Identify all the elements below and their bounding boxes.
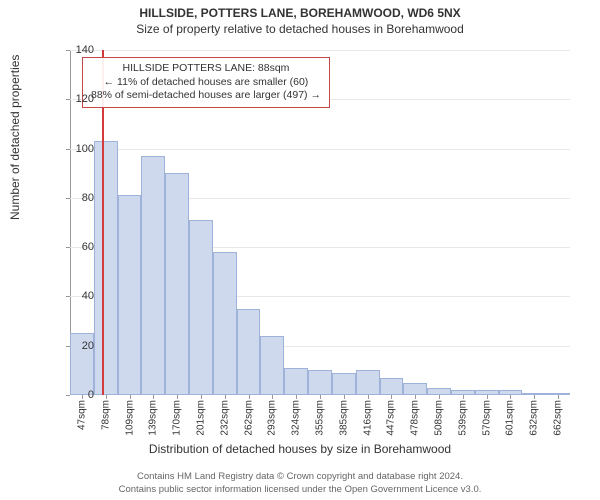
y-tick-label: 80 bbox=[54, 192, 94, 204]
y-tick-label: 140 bbox=[54, 44, 94, 56]
x-tick-label: 47sqm bbox=[76, 400, 87, 430]
x-tick-label: 662sqm bbox=[553, 400, 564, 436]
y-tick-label: 0 bbox=[54, 389, 94, 401]
x-tick-mark bbox=[177, 395, 178, 399]
x-tick-mark bbox=[153, 395, 154, 399]
y-tick-label: 60 bbox=[54, 241, 94, 253]
x-tick-mark bbox=[201, 395, 202, 399]
annotation-box: HILLSIDE POTTERS LANE: 88sqm ← 11% of de… bbox=[82, 57, 330, 108]
x-tick-mark bbox=[272, 395, 273, 399]
histogram-bar bbox=[308, 370, 332, 395]
x-tick-mark bbox=[320, 395, 321, 399]
annotation-line-3: 88% of semi-detached houses are larger (… bbox=[91, 89, 321, 103]
x-tick-mark bbox=[344, 395, 345, 399]
x-tick-label: 262sqm bbox=[243, 400, 254, 436]
histogram-bar bbox=[213, 252, 237, 395]
x-tick-mark bbox=[510, 395, 511, 399]
x-tick-mark bbox=[487, 395, 488, 399]
x-tick-mark bbox=[296, 395, 297, 399]
x-tick-mark bbox=[415, 395, 416, 399]
chart-title-main: HILLSIDE, POTTERS LANE, BOREHAMWOOD, WD6… bbox=[0, 0, 600, 20]
histogram-bar bbox=[260, 336, 284, 395]
histogram-bar bbox=[237, 309, 261, 395]
x-tick-mark bbox=[439, 395, 440, 399]
x-tick-label: 416sqm bbox=[362, 400, 373, 436]
y-axis-label: Number of detached properties bbox=[8, 55, 22, 220]
x-tick-label: 139sqm bbox=[148, 400, 159, 436]
x-tick-label: 324sqm bbox=[291, 400, 302, 436]
histogram-bar bbox=[356, 370, 380, 395]
y-tick-label: 100 bbox=[54, 143, 94, 155]
x-tick-label: 508sqm bbox=[434, 400, 445, 436]
x-tick-label: 385sqm bbox=[338, 400, 349, 436]
x-tick-label: 478sqm bbox=[410, 400, 421, 436]
histogram-bar bbox=[284, 368, 308, 395]
x-tick-label: 78sqm bbox=[100, 400, 111, 430]
x-tick-label: 293sqm bbox=[267, 400, 278, 436]
histogram-bar bbox=[94, 141, 118, 395]
footer-attribution: Contains HM Land Registry data © Crown c… bbox=[0, 471, 600, 496]
x-tick-label: 570sqm bbox=[481, 400, 492, 436]
x-tick-mark bbox=[391, 395, 392, 399]
x-tick-mark bbox=[558, 395, 559, 399]
x-tick-label: 355sqm bbox=[315, 400, 326, 436]
y-tick-label: 120 bbox=[54, 93, 94, 105]
histogram-bar bbox=[332, 373, 356, 395]
x-tick-label: 447sqm bbox=[386, 400, 397, 436]
x-tick-mark bbox=[225, 395, 226, 399]
gridline-h bbox=[70, 149, 570, 150]
histogram-bar bbox=[403, 383, 427, 395]
x-tick-mark bbox=[534, 395, 535, 399]
annotation-line-1: HILLSIDE POTTERS LANE: 88sqm bbox=[91, 62, 321, 76]
histogram-bar bbox=[380, 378, 404, 395]
chart-title-sub: Size of property relative to detached ho… bbox=[0, 20, 600, 36]
histogram-bar bbox=[189, 220, 213, 395]
x-tick-label: 632sqm bbox=[529, 400, 540, 436]
annotation-line-2: ← 11% of detached houses are smaller (60… bbox=[91, 76, 321, 90]
x-tick-mark bbox=[249, 395, 250, 399]
x-tick-mark bbox=[130, 395, 131, 399]
x-tick-label: 201sqm bbox=[195, 400, 206, 436]
gridline-h bbox=[70, 50, 570, 51]
histogram-bar bbox=[141, 156, 165, 395]
x-tick-mark bbox=[463, 395, 464, 399]
footer-line-2: Contains public sector information licen… bbox=[0, 484, 600, 496]
footer-line-1: Contains HM Land Registry data © Crown c… bbox=[0, 471, 600, 483]
x-tick-mark bbox=[368, 395, 369, 399]
x-tick-label: 232sqm bbox=[219, 400, 230, 436]
histogram-bar bbox=[118, 195, 142, 395]
x-tick-label: 601sqm bbox=[505, 400, 516, 436]
x-axis-label: Distribution of detached houses by size … bbox=[0, 442, 600, 456]
x-tick-label: 170sqm bbox=[172, 400, 183, 436]
histogram-bar bbox=[427, 388, 451, 395]
x-tick-label: 109sqm bbox=[124, 400, 135, 436]
y-tick-label: 20 bbox=[54, 340, 94, 352]
x-tick-label: 539sqm bbox=[457, 400, 468, 436]
histogram-bar bbox=[165, 173, 189, 395]
x-tick-mark bbox=[106, 395, 107, 399]
y-tick-label: 40 bbox=[54, 290, 94, 302]
